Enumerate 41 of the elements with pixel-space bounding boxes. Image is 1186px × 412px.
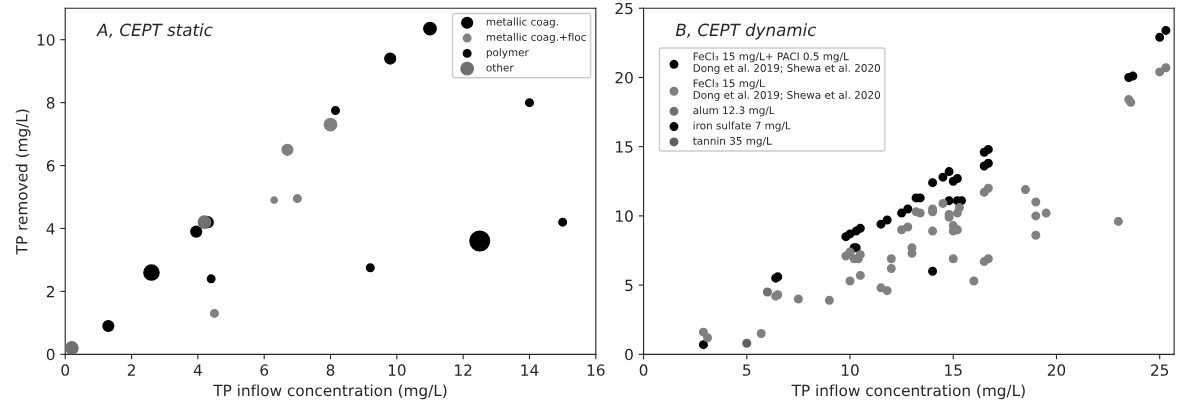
legend-label: alum 12.3 mg/L [693, 106, 775, 117]
x-tick-label: 16 [587, 364, 605, 376]
x-tick-label: 25 [1151, 364, 1169, 376]
y-tick-label: 25 [615, 2, 633, 15]
x-tick-label: 10 [841, 364, 859, 376]
x-axis-title: TP inflow concentration (mg/L) [791, 384, 1025, 400]
y-tick-label: 6 [46, 160, 55, 172]
legend-label: metallic coag.+floc [486, 32, 586, 43]
x-tick-label: 14 [521, 364, 539, 376]
x-tick-label: 15 [945, 364, 962, 376]
y-tick-label: 0 [46, 348, 55, 361]
y-tick-label: 2 [46, 285, 54, 298]
x-tick-label: 0 [639, 364, 648, 376]
y-tick-label: 10 [37, 34, 55, 46]
legend-label: iron sulfate 7 mg/L [693, 121, 791, 132]
text: B, CEPT dynamic [675, 23, 817, 40]
x-tick-label: 0 [61, 364, 70, 376]
legend-label: FeCl₃ 15 mg/L Dong et al. 2019; Shewa et al. 2020 [693, 79, 881, 101]
x-tick-label: 2 [127, 364, 135, 376]
y-tick-label: 0 [625, 348, 633, 361]
x-tick-label: 12 [455, 364, 472, 376]
y-tick-label: 10 [616, 210, 633, 222]
y-tick-label: 20 [615, 71, 633, 84]
y-tick-label: 5 [625, 279, 633, 292]
x-tick-label: 4 [193, 364, 202, 376]
y-axis-title: TP removed (mg/L) [15, 109, 31, 255]
legend-label: other [486, 63, 514, 72]
legend-label: tannin 35 mg/L [692, 136, 772, 147]
x-axis-title: TP inflow concentration (mg/L) [213, 384, 447, 400]
x-tick-label: 5 [743, 364, 751, 376]
y-tick-label: 4 [46, 223, 55, 235]
y-tick-label: 8 [46, 97, 55, 109]
x-tick-label: 10 [388, 364, 406, 376]
x-tick-label: 8 [326, 364, 335, 376]
x-tick-label: 20 [1047, 364, 1066, 376]
legend-label: FeCl₃ 15 mg/L+ PACl 0.5 mg/L Dong et al. 2019; Shewa et al. 2020 [693, 52, 881, 74]
legend-label: polymer [486, 48, 529, 59]
y-tick-label: 15 [616, 141, 633, 153]
x-tick-label: 6 [260, 364, 269, 376]
text: A, CEPT static [96, 23, 213, 38]
legend-label: metallic coag. [486, 17, 558, 28]
